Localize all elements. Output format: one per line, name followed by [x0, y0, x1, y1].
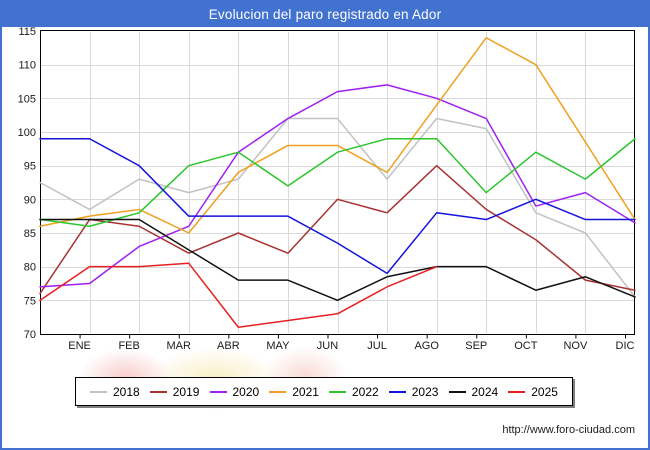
y-tick-label: 115: [18, 26, 36, 38]
y-tick-label: 110: [18, 60, 36, 72]
x-tick-label: OCT: [514, 340, 538, 352]
legend-label: 2024: [471, 384, 499, 399]
series-line-2022: [39, 137, 636, 228]
legend-label: 2020: [232, 384, 260, 399]
legend-label: 2023: [411, 384, 439, 399]
series-line-2020: [39, 84, 636, 288]
legend-item-2018: 2018: [90, 385, 140, 399]
legend-dash-icon: [329, 390, 346, 393]
legend-label: 2025: [531, 384, 558, 399]
legend-label: 2021: [292, 384, 319, 399]
legend-item-2020: 2020: [209, 384, 260, 399]
footer-link[interactable]: http://www.foro-ciudad.com: [502, 424, 635, 436]
y-tick-label: 85: [24, 228, 36, 240]
legend-item-2023: 2023: [388, 384, 439, 399]
x-tick-label: FEB: [118, 340, 139, 352]
x-tick-label: ENE: [68, 340, 91, 352]
y-tick-label: 75: [24, 295, 36, 307]
legend: 2018 2019 2020 2021 2022 2023 2024 2025: [75, 377, 573, 406]
legend-item-2024: 2024: [448, 384, 499, 399]
x-tick-label: SEP: [465, 340, 487, 352]
legend-item-2025: 2025: [508, 385, 558, 399]
series-line-2019: [39, 164, 636, 295]
legend-dash-icon: [388, 390, 406, 393]
y-tick-label: 100: [18, 127, 36, 139]
series-line-2023: [39, 137, 636, 275]
legend-item-2019: 2019: [149, 384, 200, 399]
legend-dash-icon: [269, 390, 287, 393]
x-tick-label: MAY: [266, 340, 290, 352]
x-tick-label: JUN: [317, 340, 338, 352]
legend-dash-icon: [90, 390, 107, 393]
series-line-2018: [39, 117, 636, 298]
x-tick-label: DIC: [616, 340, 635, 352]
plot-border: [40, 30, 635, 335]
x-tick-label: NOV: [563, 340, 588, 352]
x-tick-label: ABR: [217, 340, 240, 352]
y-tick-label: 95: [24, 161, 36, 173]
legend-dash-icon: [149, 390, 167, 393]
x-tick-label: JUL: [367, 340, 387, 352]
y-tick-label: 90: [24, 194, 36, 206]
legend-dash-icon: [209, 390, 227, 393]
x-tick-label: AGO: [414, 340, 439, 352]
series-line-2021: [39, 36, 636, 234]
legend-item-2021: 2021: [269, 385, 319, 399]
y-tick-label: 80: [24, 262, 36, 274]
x-tick-label: MAR: [167, 340, 192, 352]
legend-item-2022: 2022: [329, 385, 379, 399]
legend-dash-icon: [448, 390, 466, 393]
page-title: Evolucion del paro registrado en Ador: [208, 7, 442, 22]
legend-label: 2022: [352, 384, 379, 399]
legend-label: 2019: [172, 384, 200, 399]
series-line-2025: [39, 262, 438, 329]
y-tick-label: 70: [24, 329, 36, 341]
title-bar: Evolucion del paro registrado en Ador: [2, 2, 648, 27]
legend-dash-icon: [508, 390, 526, 393]
series-line-2024: [39, 218, 636, 302]
legend-label: 2018: [113, 384, 140, 399]
y-tick-label: 105: [18, 93, 36, 105]
